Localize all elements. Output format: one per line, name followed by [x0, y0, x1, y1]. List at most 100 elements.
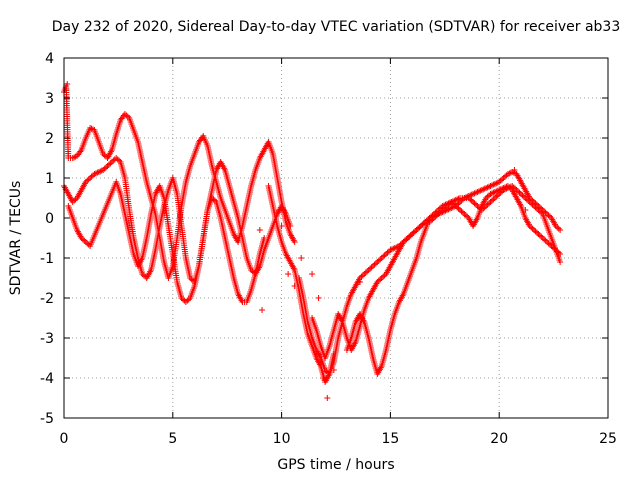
data-point [103, 164, 110, 171]
data-point [523, 196, 530, 203]
data-point [110, 157, 117, 164]
data-point [457, 207, 464, 213]
data-point [484, 184, 491, 191]
data-point [377, 276, 384, 283]
data-point [520, 193, 527, 200]
data-point [400, 239, 407, 245]
data-point [452, 203, 459, 209]
data-point [480, 186, 487, 193]
data-point [417, 223, 424, 229]
x-tick-label: 5 [168, 431, 177, 447]
data-point [477, 187, 484, 194]
data-point [474, 203, 481, 209]
data-point [555, 225, 562, 232]
data-point [381, 252, 388, 259]
series-track-d [296, 169, 564, 377]
data-point [384, 249, 391, 256]
data-point [515, 188, 522, 195]
data-point [378, 275, 385, 281]
data-point [87, 175, 94, 181]
data-point [522, 195, 529, 201]
data-point [435, 207, 442, 213]
data-point [544, 239, 551, 245]
data-point [429, 212, 436, 219]
data-point [496, 191, 503, 197]
data-point [531, 227, 538, 233]
data-points [61, 81, 564, 401]
data-point [497, 189, 504, 196]
data-point [407, 232, 414, 239]
data-point [211, 197, 218, 204]
data-point [95, 169, 102, 175]
series-track-b [61, 155, 294, 285]
data-point [478, 207, 485, 213]
data-point [525, 197, 532, 204]
data-point [462, 212, 469, 219]
data-point [491, 195, 498, 201]
data-point [323, 368, 330, 375]
data-point [380, 273, 387, 280]
data-point [364, 268, 371, 275]
series-scatter-isolated [63, 81, 542, 401]
data-point [461, 211, 468, 217]
data-point [475, 204, 482, 211]
data-point [539, 235, 546, 241]
data-point [430, 211, 437, 217]
data-point [531, 203, 538, 209]
data-point [315, 295, 322, 301]
data-point [533, 229, 540, 236]
data-point [64, 81, 71, 87]
y-tick-label: 3 [45, 91, 54, 107]
data-point [261, 235, 268, 241]
data-point [455, 195, 462, 202]
data-point [187, 275, 194, 281]
data-point [100, 151, 107, 157]
data-point [116, 157, 123, 164]
data-point [278, 223, 285, 229]
data-point [414, 225, 421, 232]
data-point [356, 279, 363, 285]
data-point [452, 197, 459, 203]
data-point [536, 232, 543, 239]
y-tick-label: 1 [45, 171, 54, 187]
y-tick-label: -5 [40, 411, 54, 427]
data-point [298, 255, 305, 261]
data-point [557, 259, 564, 265]
data-point [208, 195, 215, 201]
data-point [446, 199, 453, 206]
data-point [511, 167, 518, 173]
data-point [107, 160, 114, 167]
data-point [410, 229, 417, 236]
y-tick-labels: -5 -4 -3 -2 -1 0 1 2 3 4 [40, 51, 54, 427]
data-point [291, 239, 298, 245]
data-point [458, 208, 465, 215]
data-point [419, 221, 426, 228]
data-point [490, 196, 497, 203]
data-point [471, 200, 478, 207]
data-point [459, 209, 466, 216]
data-point [484, 201, 491, 208]
data-point [526, 199, 533, 205]
series-track-f [343, 183, 564, 377]
data-point [82, 239, 89, 245]
data-point [503, 185, 510, 192]
data-point [285, 271, 292, 277]
data-point [532, 204, 539, 211]
data-point [140, 272, 147, 279]
data-point [468, 197, 475, 204]
data-point [493, 188, 500, 195]
data-point [428, 213, 435, 220]
data-point [535, 207, 542, 213]
axis-ticks [63, 57, 609, 419]
data-point [358, 273, 365, 280]
data-point [449, 198, 456, 205]
data-point [536, 208, 543, 215]
data-point [448, 205, 455, 211]
data-point [433, 208, 440, 215]
y-tick-label: 4 [45, 51, 54, 67]
data-point [516, 189, 523, 196]
data-point [487, 191, 494, 197]
data-point [509, 183, 516, 189]
plot-frame [63, 57, 609, 419]
data-point [87, 125, 94, 131]
